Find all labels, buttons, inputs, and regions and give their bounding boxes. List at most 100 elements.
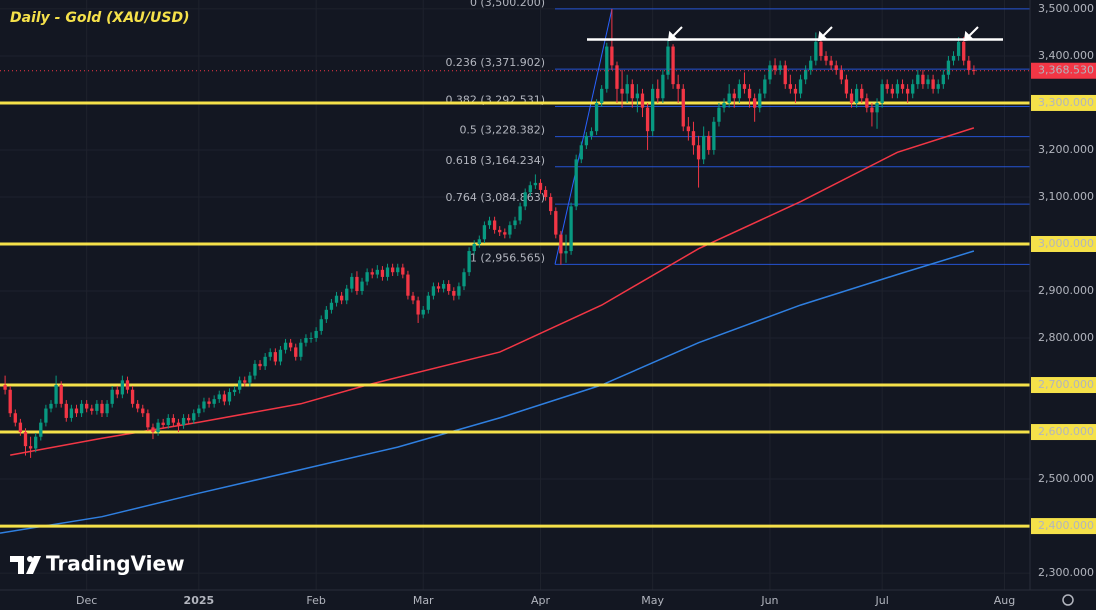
candle-body <box>447 283 451 292</box>
candle-body <box>324 309 328 320</box>
x-tick-label: Jul <box>874 594 888 607</box>
candle-body <box>498 229 502 233</box>
candle-body <box>85 403 89 409</box>
candle-body <box>661 74 665 99</box>
candle-body <box>554 211 558 235</box>
candle-body <box>232 389 237 393</box>
candle-body <box>651 88 655 132</box>
candle-body <box>69 408 74 418</box>
candle-body <box>355 276 359 292</box>
candle-body <box>283 342 288 350</box>
plot: 0 (3,500.200) 0.236 (3,371.902) 0.382 (3,2… <box>0 0 1030 534</box>
candle-body <box>105 403 109 414</box>
candle-body <box>314 330 318 339</box>
level-label-bg <box>1031 94 1096 111</box>
candle-body <box>788 84 793 89</box>
candle-body <box>615 65 619 89</box>
candle-body <box>467 251 471 273</box>
candle-body <box>28 446 33 449</box>
candle-body <box>584 135 589 146</box>
x-tick-label: Jun <box>760 594 778 607</box>
candle-body <box>192 413 196 421</box>
candle-body <box>768 65 772 80</box>
candle-body <box>334 295 339 303</box>
candle-body <box>39 422 43 437</box>
candle-body <box>798 79 803 94</box>
fib-label: 0.618 (3,164.234) <box>445 154 545 167</box>
candle-body <box>416 300 420 315</box>
candle-body <box>345 288 349 301</box>
candle-body <box>579 145 583 160</box>
candle-body <box>849 93 854 103</box>
candle-body <box>421 309 425 315</box>
candle-body <box>401 267 405 275</box>
candle-body <box>288 342 293 348</box>
candle-body <box>839 70 843 80</box>
x-tick-label: Apr <box>531 594 551 607</box>
candle-body <box>436 286 441 289</box>
y-tick-label: 3,500.000 <box>1038 2 1094 15</box>
candle-body <box>717 107 721 122</box>
candle-body <box>151 427 155 433</box>
candle-body <box>600 88 604 103</box>
candle-body <box>227 392 232 402</box>
candle-body <box>34 436 38 449</box>
candle-body <box>941 74 945 85</box>
candle-body <box>569 206 573 252</box>
y-tick-label: 2,300.000 <box>1038 566 1094 579</box>
candle-body <box>110 389 114 404</box>
candle-body <box>875 102 879 113</box>
candle-body <box>181 417 186 425</box>
candle-body <box>895 84 900 94</box>
candle-body <box>462 272 466 287</box>
candle-body <box>589 131 594 136</box>
candle-body <box>763 79 767 94</box>
candle-body <box>829 60 833 66</box>
candle-body <box>610 46 614 66</box>
candle-body <box>630 84 634 99</box>
candle-body <box>309 338 313 340</box>
candle-body <box>543 189 548 197</box>
candle-body <box>809 60 813 71</box>
candle-body <box>508 225 512 235</box>
x-tick-label: May <box>641 594 664 607</box>
level-label: 2,700.000 <box>1038 378 1094 391</box>
settings-icon[interactable] <box>1062 594 1074 606</box>
candle-body <box>900 84 905 89</box>
settings-button[interactable] <box>1062 594 1074 606</box>
candle-body <box>956 41 961 56</box>
candle-body <box>248 375 252 383</box>
candle-body <box>538 182 543 190</box>
candle-body <box>834 65 838 71</box>
candle-body <box>905 88 910 94</box>
candle-body <box>523 192 527 207</box>
candle-body <box>594 102 599 132</box>
candle-body <box>380 269 385 277</box>
candle-body <box>141 408 145 414</box>
candle-body <box>452 291 456 296</box>
y-tick-label: 2,800.000 <box>1038 331 1094 344</box>
candle-body <box>890 88 894 94</box>
candle-body <box>533 182 538 186</box>
candle-body <box>605 46 609 89</box>
candle-body <box>951 55 956 61</box>
candle-body <box>656 88 660 99</box>
candle-body <box>686 126 691 132</box>
candle-body <box>431 286 436 296</box>
candle-body <box>74 408 79 414</box>
level-label: 2,400.000 <box>1038 519 1094 532</box>
candle-body <box>564 251 568 254</box>
candle-body <box>319 319 323 331</box>
candle-body <box>803 70 808 80</box>
chart-title: Daily - Gold (XAU/USD) <box>10 10 190 26</box>
candle-body <box>487 220 492 226</box>
level-label-bg <box>1031 424 1096 441</box>
candle-body <box>268 352 272 357</box>
y-tick-label: 2,900.000 <box>1038 284 1094 297</box>
candle-body <box>528 185 532 193</box>
candle-body <box>758 93 762 108</box>
level-label-bg <box>1031 518 1096 535</box>
candle-body <box>197 408 201 414</box>
candle-body <box>54 385 58 404</box>
